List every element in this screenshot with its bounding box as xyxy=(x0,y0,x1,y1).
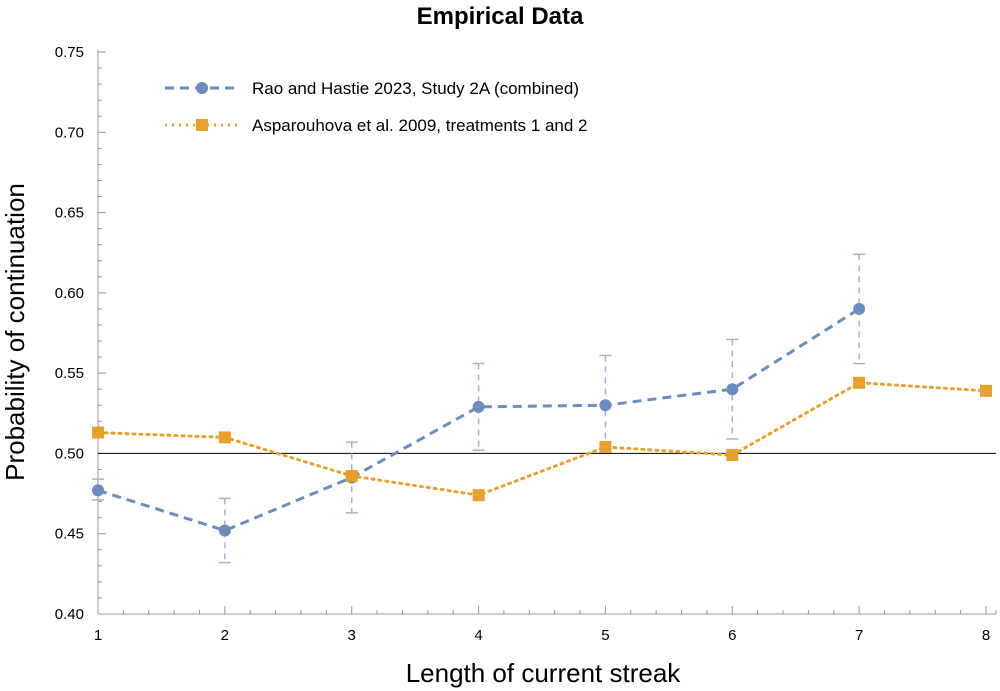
x-tick-label: 7 xyxy=(855,627,863,644)
data-point-asparouhova xyxy=(218,431,231,444)
x-tick-label: 2 xyxy=(221,627,229,644)
y-tick-label: 0.60 xyxy=(55,285,84,302)
x-tick-label: 8 xyxy=(982,627,990,644)
data-point-asparouhova xyxy=(92,426,104,439)
axes xyxy=(97,50,996,615)
data-point-asparouhova xyxy=(980,384,992,397)
legend: Rao and Hastie 2023, Study 2A (combined)… xyxy=(165,79,588,135)
legend-label-asparouhova: Asparouhova et al. 2009, treatments 1 an… xyxy=(252,116,588,135)
x-axis-label: Length of current streak xyxy=(406,658,682,688)
y-ticks: 0.40 0.45 0.50 0.55 0.60 0.65 0.70 0.75 xyxy=(55,44,106,623)
data-point-rao xyxy=(726,383,739,396)
y-tick-label: 0.70 xyxy=(55,124,84,141)
data-point-rao xyxy=(599,399,612,412)
y-tick-label: 0.65 xyxy=(55,205,84,222)
x-tick-label: 3 xyxy=(348,627,356,644)
x-tick-label: 5 xyxy=(601,627,609,644)
legend-item-rao: Rao and Hastie 2023, Study 2A (combined) xyxy=(165,79,579,98)
y-tick-label: 0.75 xyxy=(55,44,84,61)
legend-label-rao: Rao and Hastie 2023, Study 2A (combined) xyxy=(252,79,579,98)
legend-marker-asparouhova xyxy=(196,119,208,131)
data-point-asparouhova xyxy=(599,441,612,454)
x-ticks: 1 2 3 4 5 6 7 8 xyxy=(94,606,997,644)
data-point-rao xyxy=(218,524,231,537)
chart-title: Empirical Data xyxy=(417,3,584,30)
y-tick-label: 0.50 xyxy=(55,445,84,462)
y-axis-label: Probability of continuation xyxy=(0,183,30,481)
data-point-asparouhova xyxy=(853,376,866,389)
y-tick-label: 0.45 xyxy=(55,526,84,543)
y-tick-label: 0.55 xyxy=(55,365,84,382)
data-point-rao xyxy=(472,400,485,413)
error-bars xyxy=(92,253,866,564)
data-point-rao xyxy=(853,302,866,315)
legend-item-asparouhova: Asparouhova et al. 2009, treatments 1 an… xyxy=(165,116,588,135)
data-point-rao xyxy=(92,484,104,497)
data-point-asparouhova xyxy=(726,449,739,462)
data-point-asparouhova xyxy=(345,469,358,482)
series-line-asparouhova xyxy=(96,381,988,497)
legend-marker-rao xyxy=(196,82,208,94)
x-tick-label: 6 xyxy=(728,627,736,644)
series-layer xyxy=(92,253,992,564)
data-point-asparouhova xyxy=(472,489,485,502)
x-tick-label: 4 xyxy=(474,627,482,644)
y-tick-label: 0.40 xyxy=(55,606,84,623)
x-tick-label: 1 xyxy=(94,627,102,644)
